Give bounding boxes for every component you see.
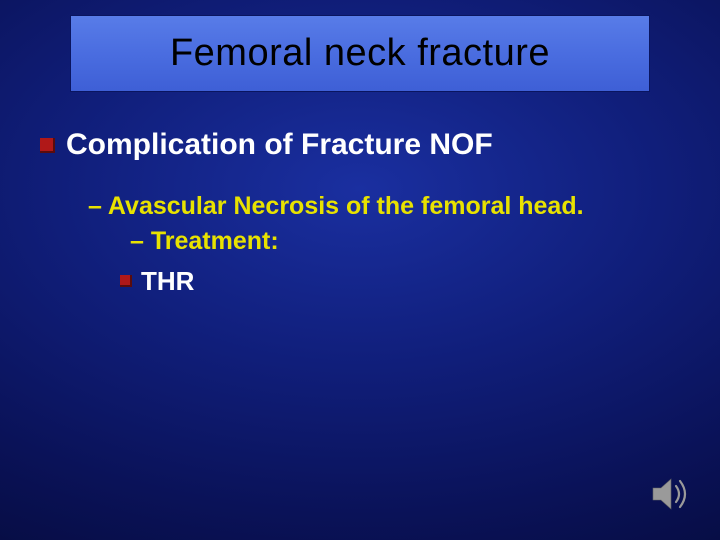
level4-text: THR [141,266,194,297]
square-bullet-small-icon [120,275,132,287]
level3-item: – Treatment: [130,227,690,256]
title-banner: Femoral neck fracture [70,15,650,92]
square-bullet-icon [40,138,55,153]
slide-title: Femoral neck fracture [170,32,550,75]
level3-text: – Treatment: [130,227,279,255]
speaker-icon [650,474,694,514]
content-area: Complication of Fracture NOF – Avascular… [40,128,690,297]
level1-text: Complication of Fracture NOF [66,128,493,162]
level1-item: Complication of Fracture NOF [40,128,690,162]
level2-item: – Avascular Necrosis of the femoral head… [88,192,690,221]
level2-text: – Avascular Necrosis of the femoral head… [88,192,584,220]
level4-item: THR [120,266,690,297]
